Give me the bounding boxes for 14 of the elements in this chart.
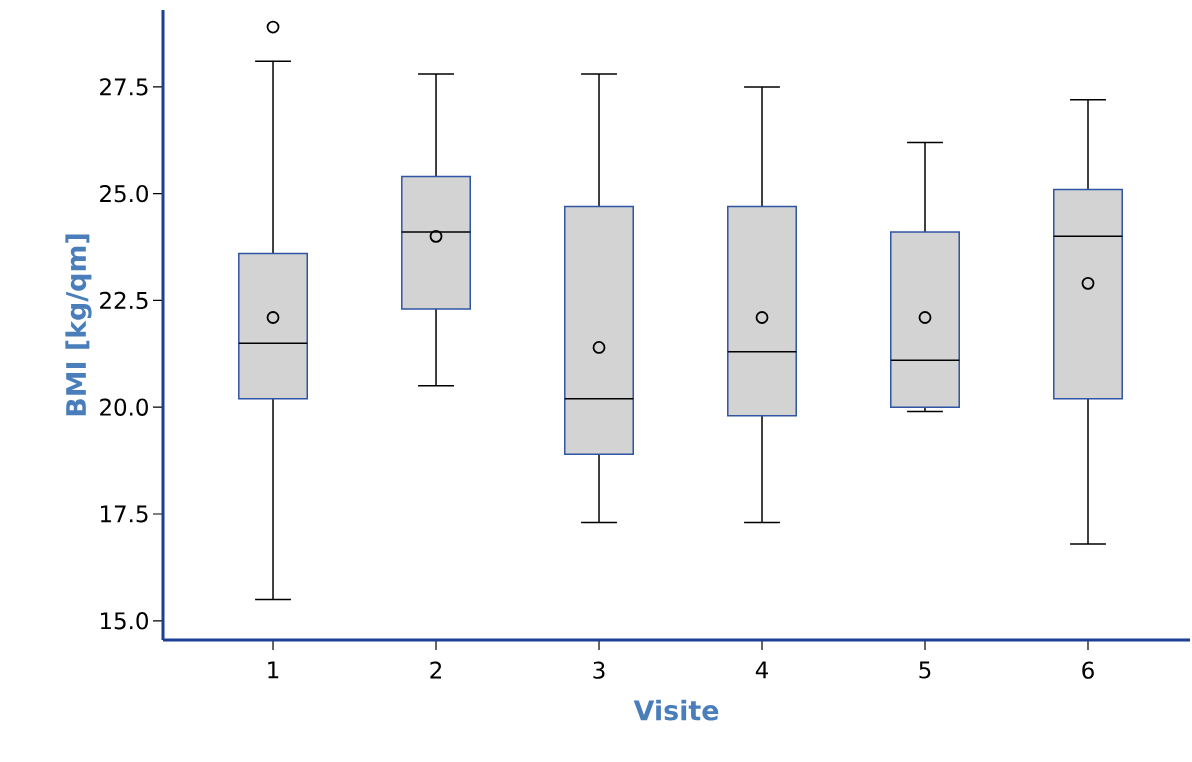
y-tick-label: 22.5 [100,291,148,310]
y-tick-label: 17.5 [100,505,148,523]
x-tick-label: 5 [919,661,931,679]
x-tick-label: 2 [430,661,442,679]
x-tick-label: 1 [268,661,279,679]
y-tick-label: 25.0 [100,184,148,203]
x-tick-label: 6 [1082,661,1094,679]
x-tick-label: 4 [755,661,769,679]
y-tick-label: 15.0 [100,612,148,630]
y-tick-label: 20.0 [100,398,148,416]
x-axis-title: Visite [633,699,719,721]
x-tick-label: 3 [593,661,605,679]
y-axis-title: BMI [kg/qm] [65,234,92,416]
y-tick-label: 27.5 [100,78,148,96]
